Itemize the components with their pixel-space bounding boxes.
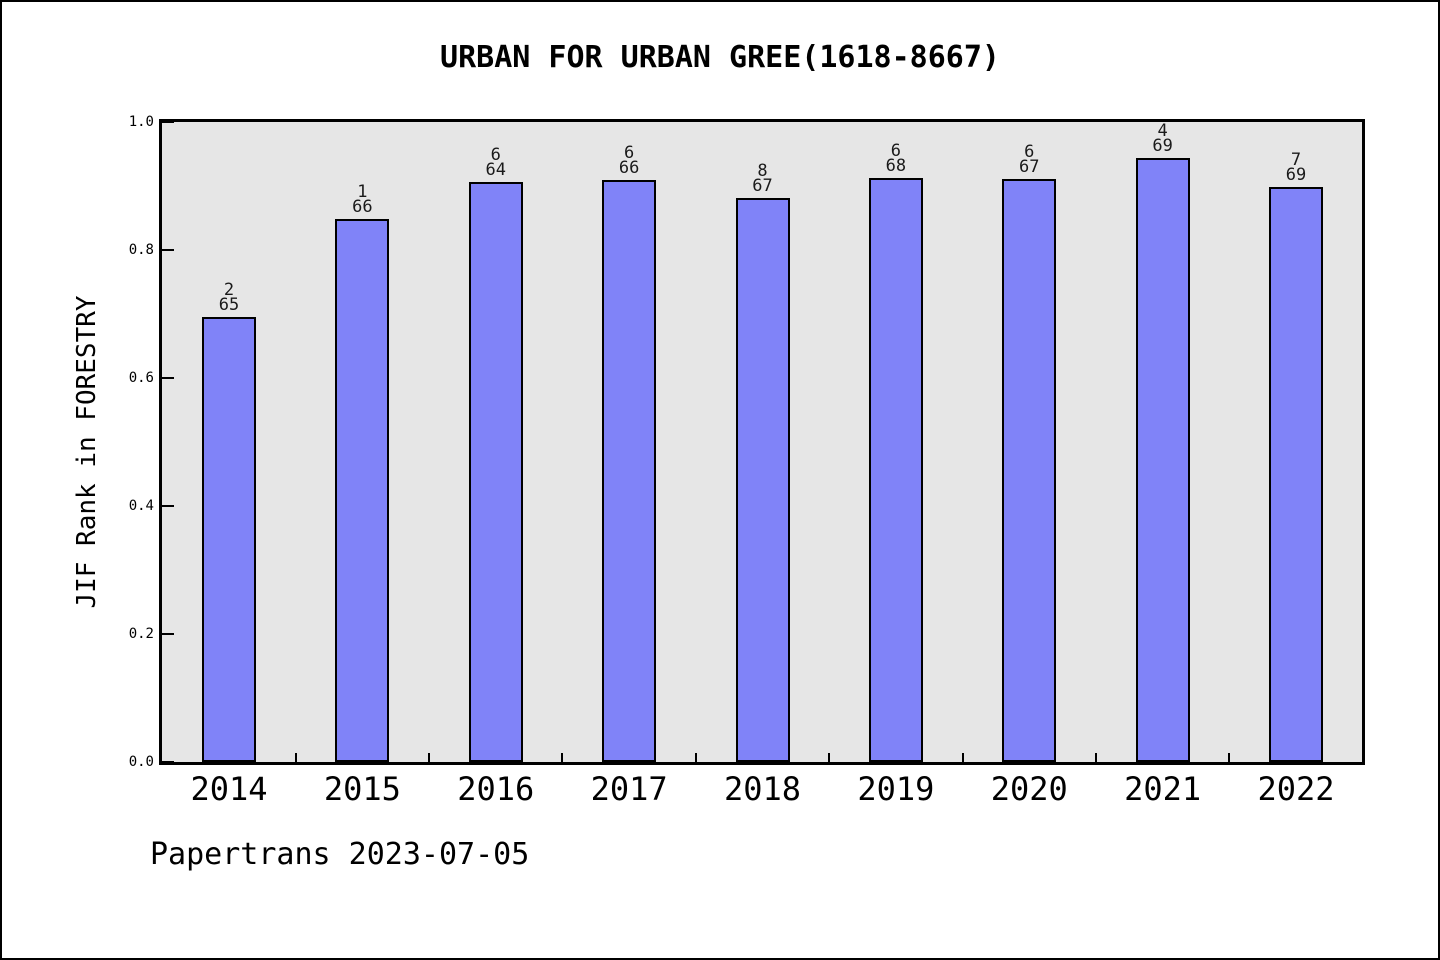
x-minor-tick [694, 753, 697, 762]
bar [335, 219, 390, 762]
bar-value-label: 8 67 [752, 161, 773, 196]
x-tick-label: 2017 [590, 770, 668, 808]
plot-area: 2 65 2014 1 66 2015 6 64 2016 6 66 2017 8 67 2018… [129, 114, 1362, 808]
x-tick-label: 2018 [723, 770, 802, 808]
bar [468, 182, 523, 762]
bar [735, 198, 790, 762]
x-tick-label: 2019 [857, 770, 935, 808]
y-tick [162, 633, 174, 635]
bar-value-label: 6 64 [485, 145, 506, 180]
bar-value-label: 4 69 [1152, 121, 1173, 156]
x-minor-tick [1228, 753, 1231, 762]
x-tick-label: 2021 [1124, 770, 1202, 808]
x-minor-tick [961, 753, 964, 762]
bar-value-label: 2 65 [218, 280, 240, 315]
bar-value-label: 7 69 [1285, 150, 1307, 185]
x-minor-tick [561, 753, 564, 762]
y-tick-label: 0.8 [128, 242, 154, 258]
y-tick [162, 505, 174, 507]
bar [1269, 187, 1323, 762]
y-axis-label: JIF Rank in FORESTRY [72, 295, 102, 609]
y-tick [162, 249, 174, 251]
bar [202, 317, 256, 762]
x-tick-label: 2020 [990, 770, 1068, 808]
chart-title: URBAN FOR URBAN GREE(1618-8667) [440, 40, 1000, 75]
bar [602, 180, 657, 762]
y-tick [162, 121, 174, 123]
bar [1135, 158, 1190, 762]
bar-value-label: 6 68 [885, 141, 907, 176]
footer-text: Papertrans 2023-07-05 [150, 837, 530, 872]
y-tick [162, 761, 174, 763]
x-tick-label: 2016 [457, 770, 535, 808]
y-tick-label: 0.4 [128, 498, 154, 514]
x-tick-label: 2015 [323, 770, 401, 808]
bar-value-label: 1 66 [352, 182, 373, 217]
x-minor-tick [428, 753, 431, 762]
y-tick-label: 1.0 [128, 114, 154, 130]
y-tick [162, 377, 174, 379]
x-tick-label: 2014 [190, 770, 268, 808]
bar [1002, 179, 1057, 762]
bar [868, 178, 923, 762]
x-minor-tick [1094, 753, 1097, 762]
x-minor-tick [294, 753, 297, 762]
x-tick-label: 2022 [1257, 770, 1335, 808]
y-tick-label: 0.0 [128, 754, 154, 770]
y-tick-label: 0.6 [128, 370, 154, 386]
bar-value-label: 6 67 [1019, 142, 1040, 177]
x-minor-tick [828, 753, 831, 762]
bar-value-label: 6 66 [618, 143, 640, 178]
y-tick-label: 0.2 [128, 626, 154, 642]
